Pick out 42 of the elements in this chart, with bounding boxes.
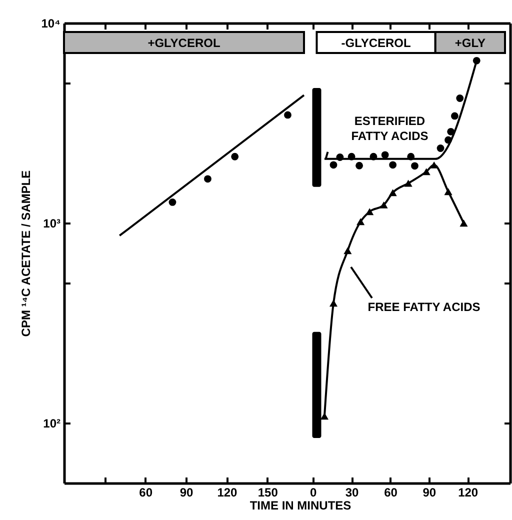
x-tick-label: 120 [458,486,478,500]
point [320,412,329,420]
point [381,151,389,159]
point [356,218,365,226]
point [366,208,374,216]
x-tick-label: 90 [180,486,194,500]
point [388,189,397,196]
x-tick-label: 0 [310,486,318,500]
x-tick-label: 30 [345,486,360,500]
band-label: +GLY [454,36,486,50]
point [204,175,212,183]
point [284,111,292,119]
y-tick-label: 10² [43,416,61,430]
point [389,161,397,169]
point [344,247,352,254]
y-tick-label: 10³ [43,216,61,230]
point [231,152,239,160]
point [329,300,338,307]
point [168,198,176,206]
point [404,180,412,187]
point [451,112,458,120]
x-axis-title: TIME IN MINUTES [250,498,352,512]
point [411,162,418,170]
x-tick-label: 60 [384,486,398,500]
annotation: FREE FATTY ACIDS [368,300,480,314]
point [460,220,468,227]
point [380,201,388,208]
point [330,161,338,169]
x-tick-label: 90 [422,486,436,500]
annotation: ESTERIFIED FATTY ACIDS [351,114,428,143]
x-tick-label: 150 [258,486,278,500]
point [444,188,452,196]
x-tick-label: 120 [217,486,238,500]
x-tick-label: 60 [139,486,153,500]
point [456,94,464,102]
band-label: +GLYCEROL [148,36,220,50]
point [436,144,444,152]
band-label: -GLYCEROL [341,36,411,50]
y-axis-title: CPM ¹⁴C ACETATE / SAMPLE [19,170,34,337]
point [422,168,430,176]
y-tick-label: 10⁴ [41,16,61,30]
point [356,162,363,170]
